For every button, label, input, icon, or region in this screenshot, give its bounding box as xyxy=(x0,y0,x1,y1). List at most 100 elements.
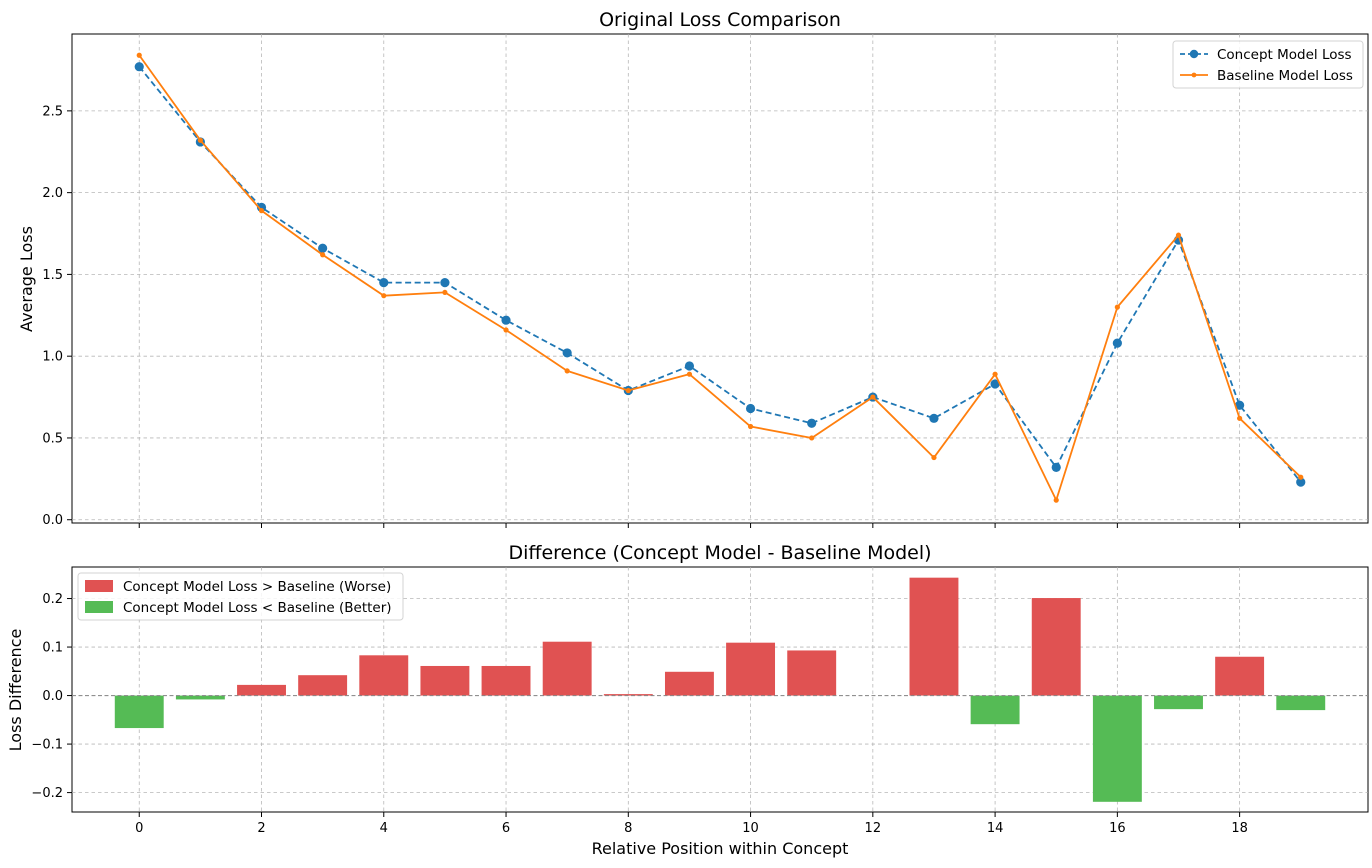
baseline-loss-point xyxy=(503,327,509,333)
difference-bar-worse xyxy=(603,694,653,696)
baseline-loss-point xyxy=(136,52,142,58)
difference-bar-worse xyxy=(664,671,714,696)
x-tick-label: 14 xyxy=(987,821,1004,836)
legend-better-label: Concept Model Loss < Baseline (Better) xyxy=(123,600,392,616)
difference-panel: −0.2 −0.1 0.0 0.1 0.2 0 2 4 6 8 10 12 14 16 18 Differ… xyxy=(6,542,1369,858)
top-y-axis-label: Average Loss xyxy=(17,226,36,332)
baseline-loss-point xyxy=(931,454,937,461)
difference-bar-worse xyxy=(787,650,837,696)
x-tick-label: 8 xyxy=(624,821,632,836)
top-legend-box xyxy=(1172,40,1364,89)
bottom-y-tick-label: 0.2 xyxy=(42,592,63,607)
top-y-ticks: 0.0 0.5 1.0 1.5 2.0 2.5 xyxy=(42,104,72,528)
baseline-model-loss-line xyxy=(138,54,1302,502)
legend-baseline-marker xyxy=(1191,72,1197,78)
baseline-loss-point xyxy=(381,293,387,299)
baseline-loss-point xyxy=(442,289,448,296)
concept-loss-point xyxy=(929,413,939,423)
baseline-loss-point xyxy=(809,435,815,441)
difference-bar-worse xyxy=(420,665,470,696)
baseline-loss-point xyxy=(1298,474,1304,480)
top-legend: Concept Model Loss Baseline Model Loss xyxy=(1172,40,1364,89)
baseline-loss-point xyxy=(747,423,754,430)
top-y-tick-label: 0.5 xyxy=(42,431,63,446)
bottom-legend: Concept Model Loss > Baseline (Worse) Co… xyxy=(77,572,404,621)
top-plot-area xyxy=(71,33,1369,524)
legend-worse-label: Concept Model Loss > Baseline (Worse) xyxy=(123,579,391,595)
difference-bar-worse xyxy=(237,684,286,696)
top-x-ticks xyxy=(138,523,1241,528)
concept-model-loss-line xyxy=(138,66,1302,483)
concept-loss-point xyxy=(134,62,144,72)
x-tick-label: 6 xyxy=(502,821,510,836)
concept-loss-point xyxy=(1112,338,1122,348)
loss-comparison-panel: 0.0 0.5 1.0 1.5 2.0 2.5 Original Loss Compari… xyxy=(17,9,1369,528)
difference-bar-worse xyxy=(359,655,409,696)
legend-item-worse: Concept Model Loss > Baseline (Worse) xyxy=(85,579,391,595)
baseline-loss-point xyxy=(1053,497,1059,503)
concept-loss-point xyxy=(1051,462,1061,472)
concept-loss-point xyxy=(807,418,817,428)
x-tick-label: 18 xyxy=(1231,821,1248,836)
difference-bar-worse xyxy=(726,642,776,696)
concept-loss-point xyxy=(990,379,1000,389)
baseline-loss-point xyxy=(1175,232,1182,238)
difference-bar-better xyxy=(114,695,164,729)
x-tick-label: 4 xyxy=(380,821,388,836)
legend-baseline-label: Baseline Model Loss xyxy=(1217,68,1353,84)
concept-loss-point xyxy=(318,243,328,253)
baseline-loss-point xyxy=(1114,304,1120,310)
top-y-tick-label: 2.5 xyxy=(42,104,63,119)
concept-loss-point xyxy=(1235,400,1245,410)
top-y-tick-label: 0.0 xyxy=(42,513,63,528)
top-grid xyxy=(72,34,1368,523)
legend-item-concept-model-loss: Concept Model Loss xyxy=(1180,47,1352,63)
difference-bar-worse xyxy=(1031,598,1081,696)
concept-loss-point xyxy=(1296,477,1306,487)
baseline-loss-point xyxy=(320,252,326,258)
baseline-loss-point xyxy=(686,371,693,377)
bottom-bars xyxy=(114,577,1326,802)
bottom-y-tick-label: 0.1 xyxy=(42,641,63,656)
baseline-loss-point xyxy=(870,394,876,400)
baseline-loss-point xyxy=(625,387,631,394)
baseline-loss-point xyxy=(992,371,998,377)
difference-bar-better xyxy=(175,695,225,700)
difference-bar-better xyxy=(1276,695,1326,711)
bottom-y-tick-label: 0.0 xyxy=(42,689,63,704)
concept-loss-point xyxy=(745,403,756,414)
top-chart-title: Original Loss Comparison xyxy=(599,9,841,31)
bottom-y-ticks: −0.2 −0.1 0.0 0.1 0.2 xyxy=(31,592,72,801)
top-series xyxy=(134,52,1306,503)
difference-bar-better xyxy=(1092,695,1142,802)
x-tick-label: 10 xyxy=(742,821,759,836)
difference-bar-worse xyxy=(909,577,959,696)
legend-worse-swatch xyxy=(85,580,113,592)
top-y-tick-label: 2.0 xyxy=(42,186,63,201)
x-tick-label: 2 xyxy=(257,821,265,836)
baseline-loss-point xyxy=(564,368,570,374)
concept-loss-point xyxy=(501,315,511,325)
baseline-loss-point xyxy=(258,208,265,214)
legend-item-baseline-model-loss: Baseline Model Loss xyxy=(1180,68,1353,84)
bottom-chart-title: Difference (Concept Model - Baseline Mod… xyxy=(508,542,931,564)
difference-bar-worse xyxy=(481,665,531,696)
concept-loss-point xyxy=(684,361,695,371)
difference-bar-worse xyxy=(298,675,348,696)
legend-concept-marker xyxy=(1189,49,1199,59)
x-tick-label: 0 xyxy=(135,821,143,836)
bottom-x-ticks: 0 2 4 6 8 10 12 14 16 18 xyxy=(135,812,1248,836)
difference-bar-worse xyxy=(542,641,592,696)
top-y-tick-label: 1.5 xyxy=(42,268,63,283)
legend-concept-label: Concept Model Loss xyxy=(1217,47,1352,63)
bottom-y-axis-label: Loss Difference xyxy=(6,629,25,752)
x-axis-label: Relative Position within Concept xyxy=(592,839,849,858)
bottom-y-tick-label: −0.1 xyxy=(31,738,63,753)
difference-bar-better xyxy=(1154,695,1203,710)
bottom-y-tick-label: −0.2 xyxy=(31,786,63,801)
concept-loss-point xyxy=(379,277,389,288)
bottom-legend-box xyxy=(77,572,404,621)
difference-bar-better xyxy=(970,695,1020,725)
difference-bar-worse xyxy=(1215,656,1265,696)
